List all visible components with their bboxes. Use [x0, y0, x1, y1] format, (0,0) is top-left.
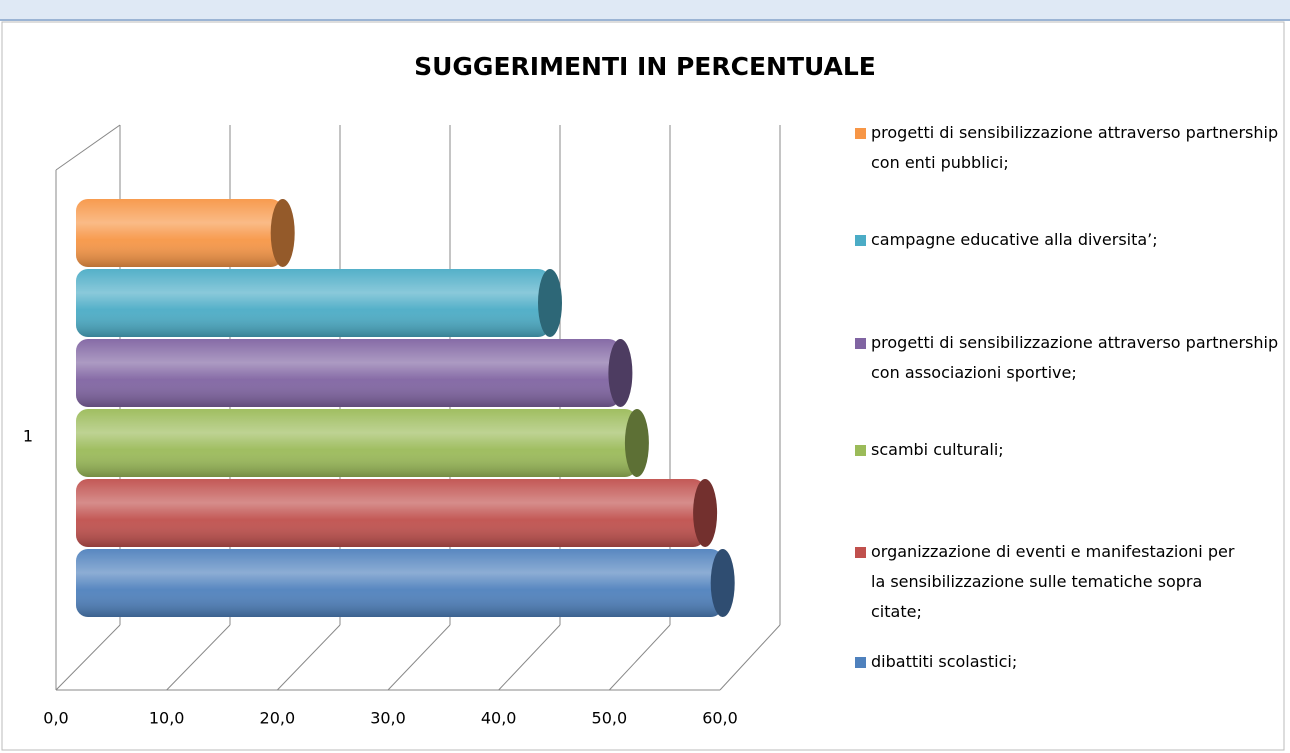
grid-line: [166, 624, 231, 691]
legend-label: dibattiti scolastici;: [871, 652, 1018, 671]
x-tick-label: 40,0: [481, 709, 517, 728]
grid-line: [387, 624, 451, 691]
legend-swatch: [855, 547, 866, 558]
bar-cap: [693, 479, 718, 547]
grid-line: [719, 624, 781, 691]
legend-swatch: [855, 657, 866, 668]
bar-shine: [76, 199, 283, 267]
grid-line: [498, 624, 561, 691]
grid-line: [55, 624, 121, 691]
grid-line: [276, 624, 341, 691]
x-tick-label: 0,0: [43, 709, 68, 728]
bar-cap: [538, 269, 562, 337]
bar-cap: [608, 339, 633, 407]
bar-shine: [76, 269, 550, 337]
legend-swatch: [855, 235, 866, 246]
category-label: 1: [23, 427, 33, 446]
legend-label: campagne educative alla diversita’;: [871, 230, 1158, 249]
legend-label: organizzazione di eventi e manifestazion…: [871, 542, 1235, 621]
legend-label: progetti di sensibilizzazione attraverso…: [871, 333, 1279, 382]
x-tick-label: 10,0: [149, 709, 185, 728]
wall-edge: [55, 124, 121, 171]
bar-cap: [624, 409, 649, 477]
bar-shine: [76, 339, 621, 407]
sheet-header: [0, 0, 1290, 20]
bar-cap: [710, 549, 735, 617]
grid-line: [608, 624, 671, 691]
legend-swatch: [855, 338, 866, 349]
x-tick-label: 50,0: [592, 709, 628, 728]
legend-swatch: [855, 445, 866, 456]
bar-shine: [76, 479, 706, 547]
x-tick-label: 60,0: [702, 709, 738, 728]
bar-cap: [270, 199, 295, 267]
legend-label: scambi culturali;: [871, 440, 1004, 459]
bar-shine: [76, 409, 637, 477]
legend-swatch: [855, 128, 866, 139]
x-tick-label: 20,0: [260, 709, 296, 728]
legend-label: progetti di sensibilizzazione attraverso…: [871, 123, 1279, 172]
x-tick-label: 30,0: [370, 709, 406, 728]
sheet-header-border: [0, 19, 1290, 21]
chart-title: SUGGERIMENTI IN PERCENTUALE: [414, 52, 876, 81]
bar-shine: [76, 549, 723, 617]
